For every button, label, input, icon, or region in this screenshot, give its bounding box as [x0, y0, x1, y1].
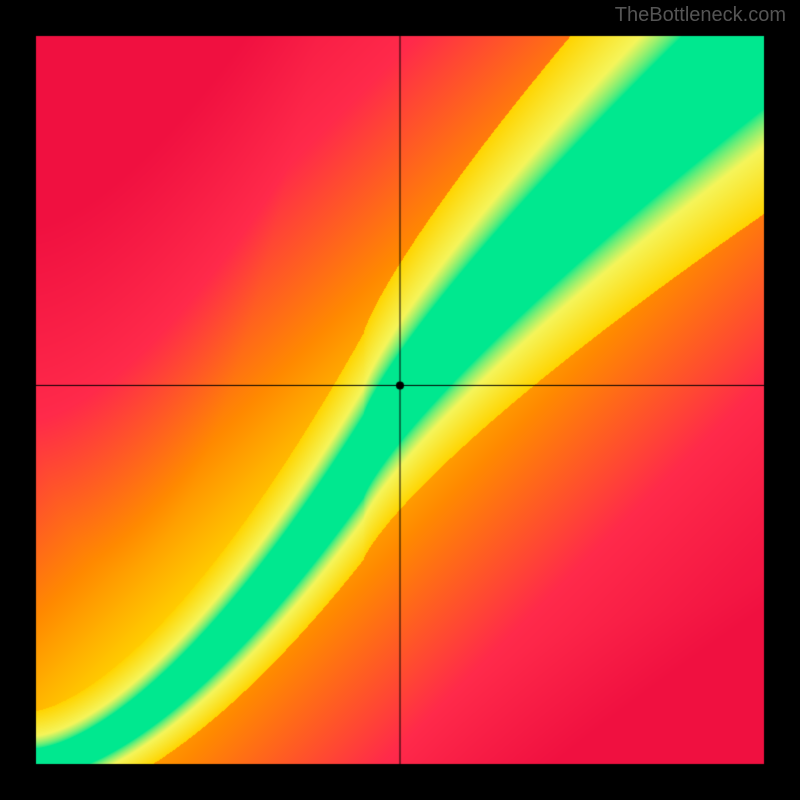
chart-container: TheBottleneck.com [0, 0, 800, 800]
watermark-text: TheBottleneck.com [615, 4, 786, 27]
bottleneck-heatmap [0, 0, 800, 800]
